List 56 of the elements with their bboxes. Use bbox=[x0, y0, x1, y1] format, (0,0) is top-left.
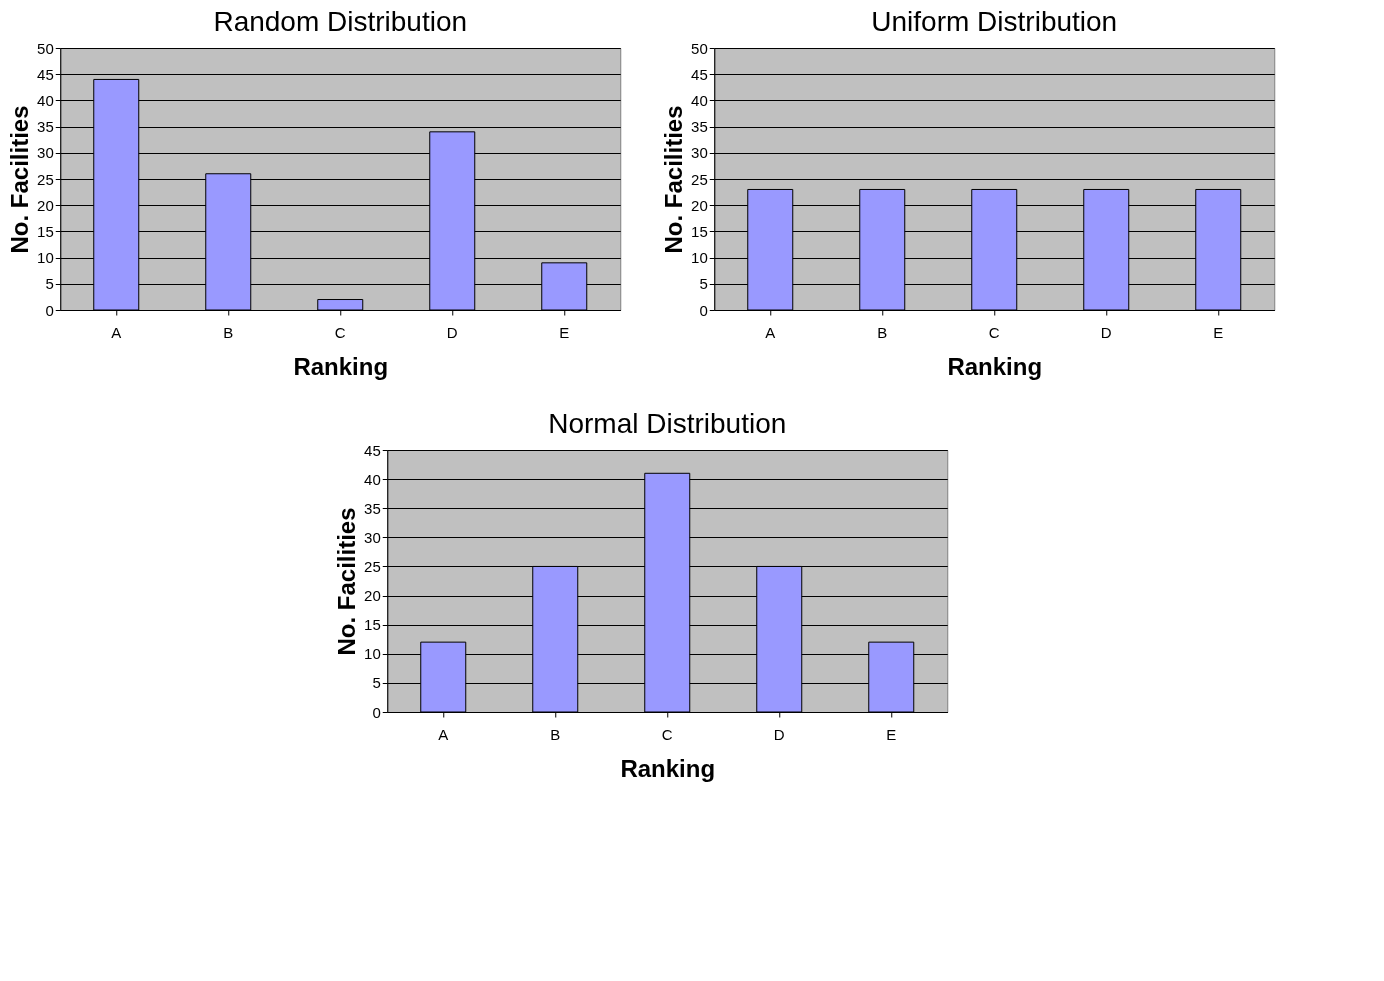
x-tick-label: D bbox=[446, 323, 458, 341]
x-axis-title: Ranking bbox=[620, 754, 716, 782]
y-tick-label: 15 bbox=[691, 222, 708, 240]
x-tick-label: B bbox=[223, 323, 234, 341]
y-tick-label: 35 bbox=[37, 118, 54, 136]
x-tick-label: B bbox=[550, 725, 561, 743]
y-tick-label: 5 bbox=[699, 275, 708, 293]
y-axis-title: No. Facilities bbox=[660, 105, 688, 254]
y-tick-label: 35 bbox=[691, 118, 708, 136]
chart-title: Normal Distribution bbox=[548, 408, 787, 439]
y-tick-label: 40 bbox=[37, 91, 54, 109]
x-tick-label: C bbox=[334, 323, 346, 341]
x-tick-label: A bbox=[111, 323, 122, 341]
y-tick-label: 25 bbox=[691, 170, 708, 188]
x-tick-label: C bbox=[661, 725, 673, 743]
y-tick-label: 30 bbox=[364, 528, 381, 546]
y-tick-label: 0 bbox=[699, 301, 708, 319]
x-tick-label: C bbox=[988, 323, 1000, 341]
y-tick-label: 0 bbox=[372, 703, 381, 721]
y-tick-label: 45 bbox=[364, 441, 381, 459]
x-tick-label: A bbox=[438, 725, 449, 743]
y-tick-label: 35 bbox=[364, 499, 381, 517]
y-tick-label: 40 bbox=[691, 91, 708, 109]
y-tick-label: 25 bbox=[364, 557, 381, 575]
y-tick-label: 45 bbox=[691, 65, 708, 83]
y-tick-label: 25 bbox=[37, 170, 54, 188]
chart-title: Random Distribution bbox=[213, 6, 468, 37]
x-tick-label: E bbox=[886, 725, 897, 743]
y-tick-label: 10 bbox=[37, 249, 54, 267]
y-tick-label: 50 bbox=[37, 39, 54, 57]
y-tick-label: 0 bbox=[45, 301, 54, 319]
x-tick-label: D bbox=[773, 725, 785, 743]
y-tick-label: 5 bbox=[372, 674, 381, 692]
y-tick-label: 30 bbox=[691, 144, 708, 162]
y-tick-label: 30 bbox=[37, 144, 54, 162]
x-tick-label: E bbox=[1213, 323, 1224, 341]
x-tick-label: E bbox=[559, 323, 570, 341]
y-tick-label: 10 bbox=[364, 645, 381, 663]
x-axis-title: Ranking bbox=[947, 352, 1043, 380]
y-tick-label: 20 bbox=[364, 587, 381, 605]
y-tick-label: 20 bbox=[691, 196, 708, 214]
y-tick-label: 10 bbox=[691, 249, 708, 267]
x-tick-label: D bbox=[1100, 323, 1112, 341]
y-tick-label: 45 bbox=[37, 65, 54, 83]
y-tick-label: 50 bbox=[691, 39, 708, 57]
y-axis-title: No. Facilities bbox=[6, 105, 34, 254]
x-axis-title: Ranking bbox=[293, 352, 389, 380]
y-axis-title: No. Facilities bbox=[333, 507, 361, 656]
chart-title: Uniform Distribution bbox=[871, 6, 1118, 37]
y-tick-label: 20 bbox=[37, 196, 54, 214]
y-tick-label: 5 bbox=[45, 275, 54, 293]
x-tick-label: B bbox=[877, 323, 888, 341]
y-tick-label: 15 bbox=[364, 616, 381, 634]
x-tick-label: A bbox=[765, 323, 776, 341]
y-tick-label: 40 bbox=[364, 470, 381, 488]
y-tick-label: 15 bbox=[37, 222, 54, 240]
